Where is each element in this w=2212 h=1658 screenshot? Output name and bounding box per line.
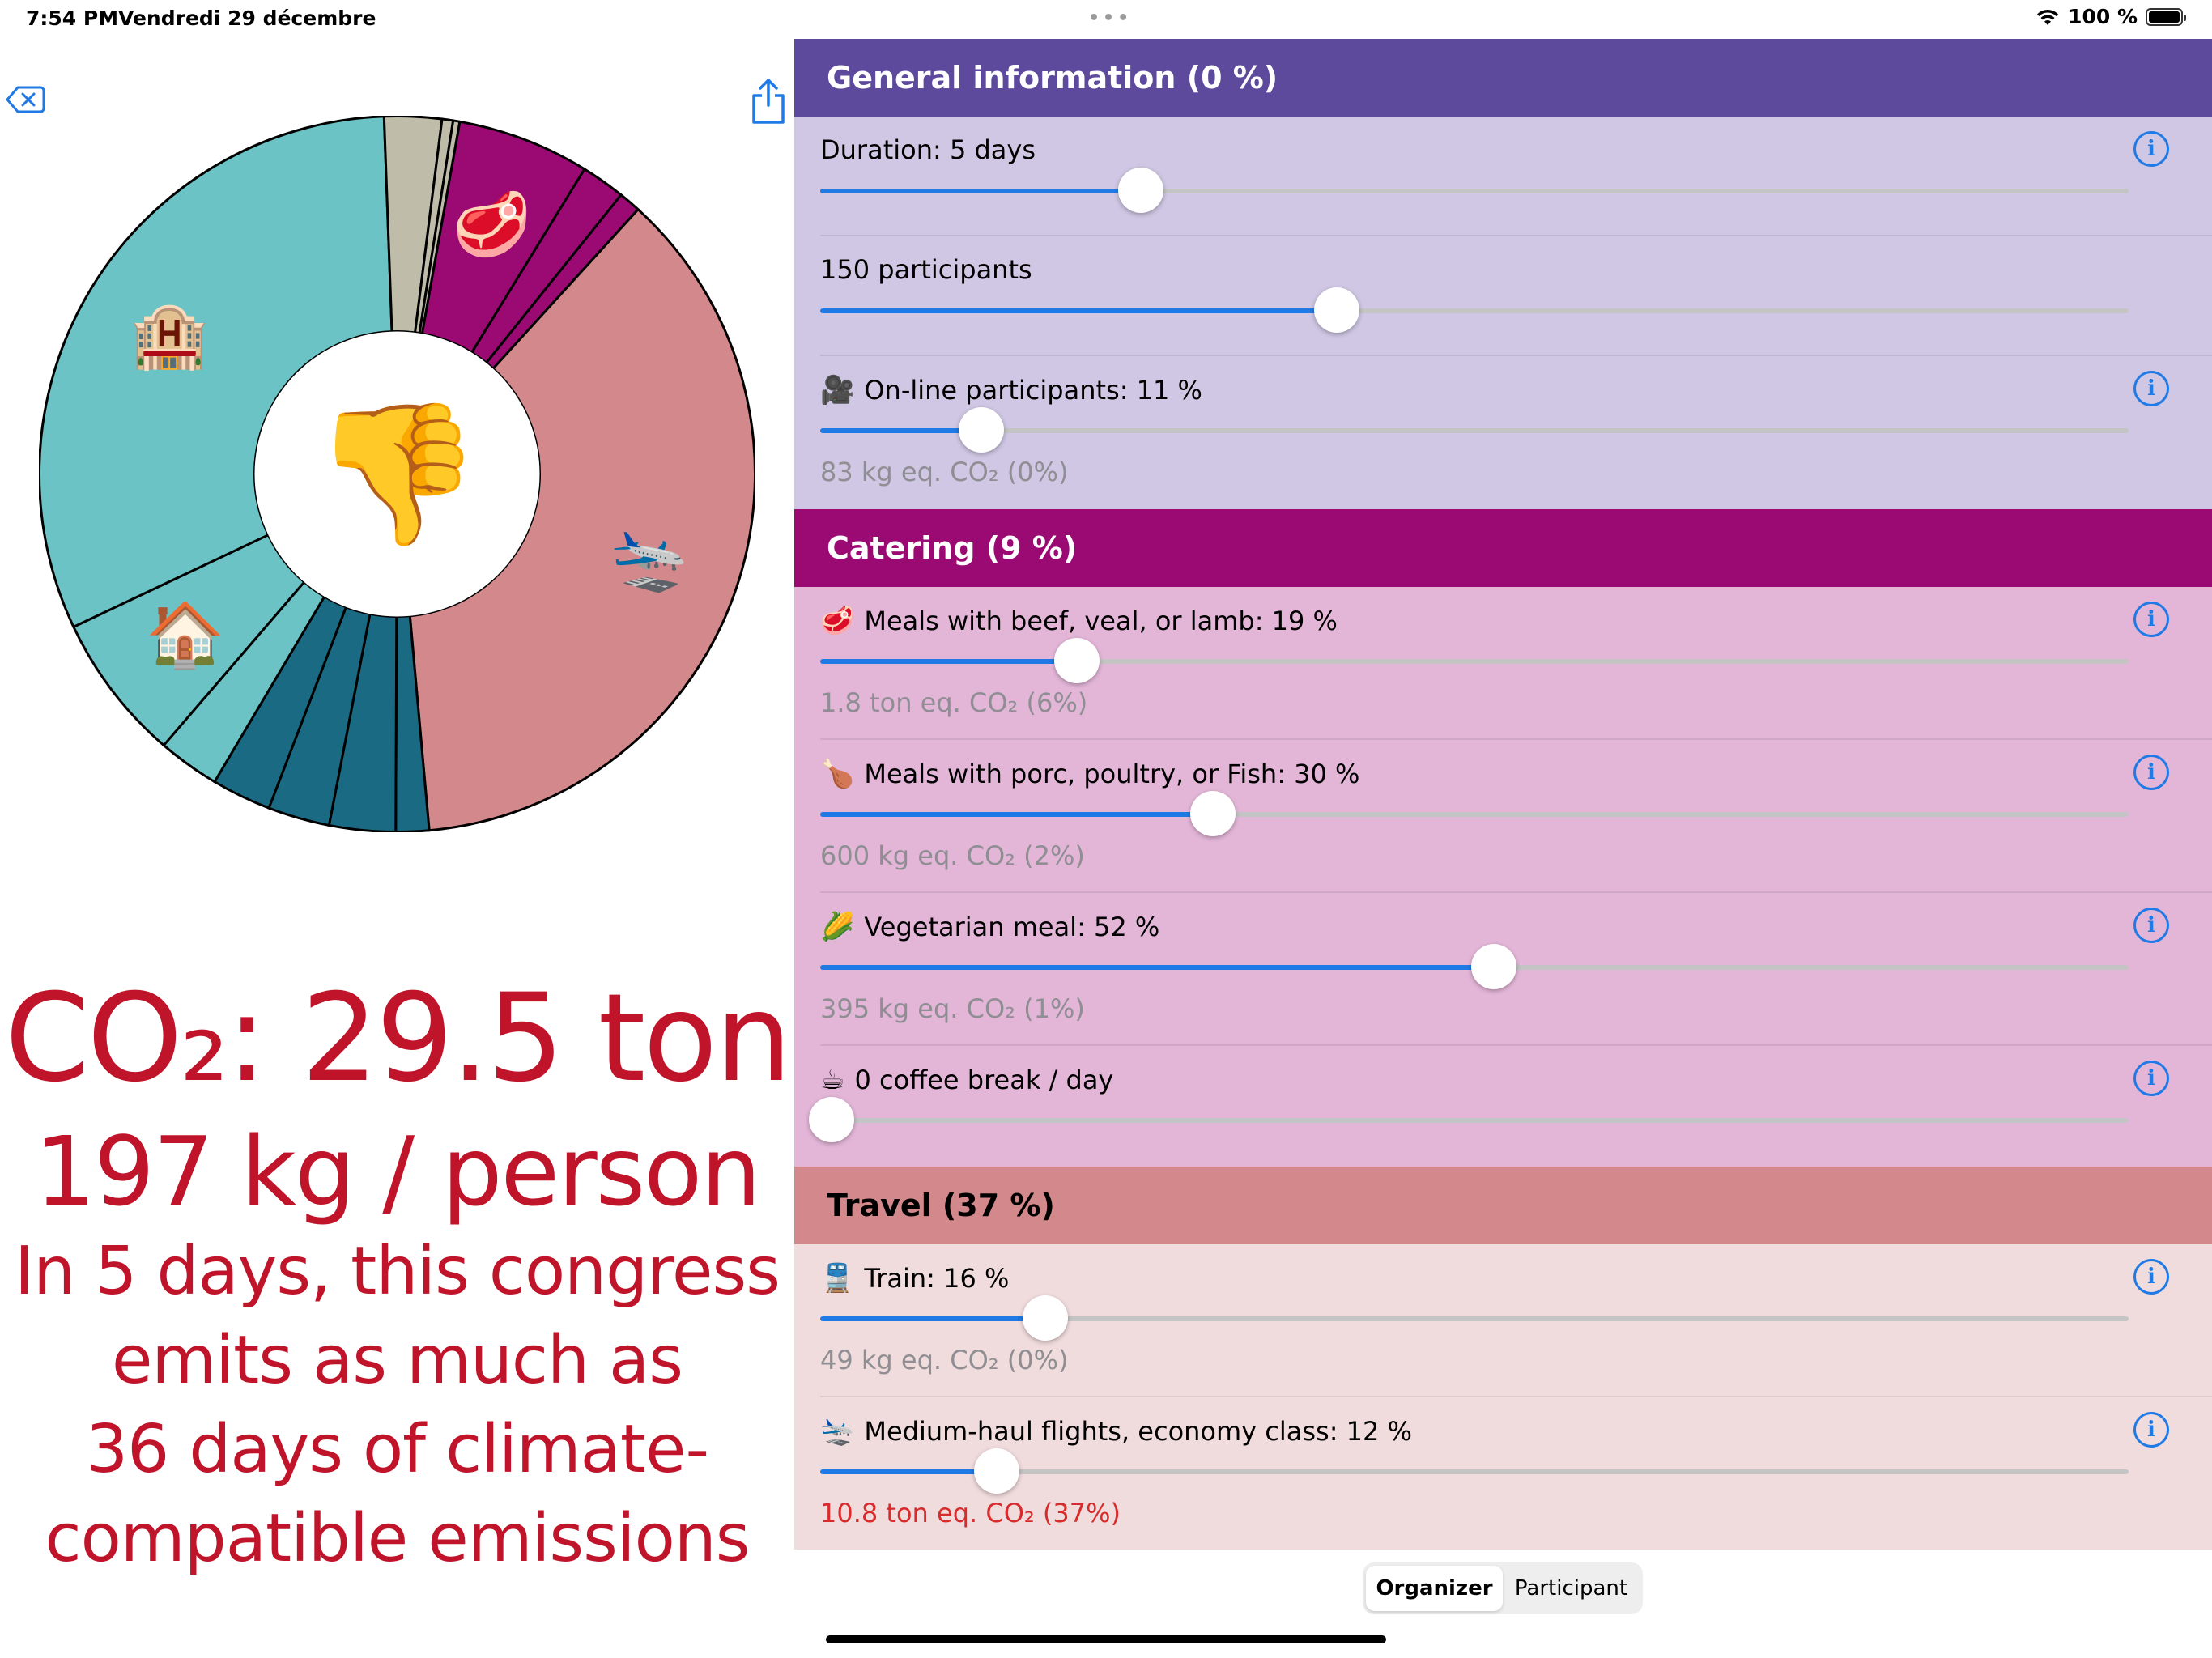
share-icon[interactable]	[750, 78, 787, 125]
beef-slider[interactable]	[820, 638, 2129, 683]
info-icon[interactable]: i	[2133, 371, 2169, 406]
section-travel: 🚆 Train: 16 % i 49 kg eq. CO₂ (0%) 🛬 Mediu…	[794, 1244, 2212, 1550]
slider-thumb[interactable]	[974, 1448, 1020, 1494]
duration-slider[interactable]	[820, 168, 2129, 213]
multitasking-dots-icon[interactable]: •••	[1088, 8, 1133, 28]
info-icon[interactable]: i	[2133, 1412, 2169, 1448]
donut-slice-emoji-3: 🛬	[610, 522, 689, 595]
porc-row: 🍗 Meals with porc, poultry, or Fish: 30 %…	[794, 740, 2212, 893]
porc-emission: 600 kg eq. CO₂ (2%)	[820, 840, 1085, 871]
participants-slider[interactable]	[820, 287, 2129, 333]
slider-thumb[interactable]	[809, 1097, 854, 1142]
thumbs-down-icon: 👎	[312, 394, 483, 555]
left-panel: 🥩 🛬 🏠 🏨 👎 CO₂: 29.5 ton 197 kg / person In 5…	[0, 39, 794, 1658]
slider-thumb[interactable]	[1022, 1295, 1068, 1341]
info-icon[interactable]: i	[2133, 602, 2169, 637]
info-icon[interactable]: i	[2133, 1259, 2169, 1295]
summary-line-1: In 5 days, this congress	[15, 1233, 781, 1310]
status-date: Vendredi 29 décembre	[118, 6, 376, 30]
battery-percent: 100 %	[2068, 5, 2138, 28]
corn-icon: 🌽	[820, 911, 855, 943]
info-icon[interactable]: i	[2133, 755, 2169, 790]
veg-slider[interactable]	[820, 944, 2129, 989]
settings-panel: General information (0 %) Duration: 5 da…	[794, 39, 2212, 1550]
train-row: 🚆 Train: 16 % i 49 kg eq. CO₂ (0%)	[794, 1244, 2212, 1397]
section-general: Duration: 5 days i 150 participants 🎥 On-…	[794, 117, 2212, 509]
online-label: 🎥 On-line participants: 11 %	[820, 374, 1202, 406]
online-row: 🎥 On-line participants: 11 % i 83 kg eq. …	[794, 356, 2212, 509]
summary-line-2: emits as much as	[111, 1322, 683, 1399]
beef-label: 🥩 Meals with beef, veal, or lamb: 19 %	[820, 605, 1338, 637]
duration-label: Duration: 5 days	[820, 134, 1036, 165]
section-catering: 🥩 Meals with beef, veal, or lamb: 19 % i …	[794, 587, 2212, 1167]
donut-center	[254, 331, 540, 617]
summary-line-3: 36 days of climate-	[85, 1411, 709, 1488]
train-emission: 49 kg eq. CO₂ (0%)	[820, 1345, 1069, 1375]
flight-label: 🛬 Medium-haul flights, economy class: 12 …	[820, 1415, 1412, 1448]
co2-per-person: 197 kg / person	[34, 1116, 761, 1227]
duration-row: Duration: 5 days i	[794, 117, 2212, 236]
donut-slice-emoji-10: 🏨	[130, 300, 209, 373]
slider-thumb[interactable]	[1189, 791, 1236, 836]
online-slider[interactable]	[820, 407, 2129, 453]
info-icon[interactable]: i	[2133, 1061, 2169, 1096]
beef-emission: 1.8 ton eq. CO₂ (6%)	[820, 687, 1088, 718]
battery-icon	[2146, 7, 2186, 26]
train-icon: 🚆	[820, 1262, 855, 1295]
tab-participant[interactable]: Participant	[1514, 1576, 1628, 1601]
clear-icon[interactable]	[5, 79, 45, 120]
status-bar: 7:54 PM Vendredi 29 décembre ••• 100 %	[0, 0, 2212, 39]
flight-emission: 10.8 ton eq. CO₂ (37%)	[820, 1498, 1121, 1528]
porc-label: 🍗 Meals with porc, poultry, or Fish: 30 %	[820, 758, 1360, 790]
airplane-icon: 🛬	[820, 1415, 855, 1448]
train-slider[interactable]	[820, 1295, 2129, 1341]
porc-slider[interactable]	[820, 791, 2129, 836]
participants-row: 150 participants	[794, 236, 2212, 356]
veg-row: 🌽 Vegetarian meal: 52 % i 395 kg eq. CO₂ …	[794, 893, 2212, 1046]
flight-row: 🛬 Medium-haul flights, economy class: 12 …	[794, 1397, 2212, 1550]
general-emission: 83 kg eq. CO₂ (0%)	[820, 457, 1069, 487]
slider-thumb[interactable]	[1314, 287, 1360, 333]
section-travel-title: Travel (37 %)	[827, 1188, 1055, 1223]
veg-label: 🌽 Vegetarian meal: 52 %	[820, 911, 1160, 943]
slider-thumb[interactable]	[1471, 944, 1517, 989]
slider-thumb[interactable]	[958, 407, 1004, 453]
wifi-icon	[2037, 9, 2059, 25]
summary-line-4: compatible emissions	[45, 1500, 751, 1577]
beef-row: 🥩 Meals with beef, veal, or lamb: 19 % i …	[794, 587, 2212, 740]
poultry-leg-icon: 🍗	[820, 758, 855, 790]
section-travel-header: Travel (37 %)	[794, 1167, 2212, 1244]
coffee-icon: ☕	[820, 1064, 845, 1096]
info-icon[interactable]: i	[2133, 131, 2169, 167]
veg-emission: 395 kg eq. CO₂ (1%)	[820, 993, 1085, 1024]
home-indicator[interactable]	[826, 1635, 1386, 1643]
status-right: 100 %	[2035, 5, 2186, 28]
donut-slice-emoji-9: 🏠	[146, 599, 224, 672]
donut-slice-emoji-0: 🥩	[453, 189, 531, 262]
coffee-row: ☕ 0 coffee break / day i	[794, 1046, 2212, 1167]
section-general-title: General information (0 %)	[827, 60, 1278, 96]
emissions-donut-chart: 🥩 🛬 🏠 🏨 👎	[39, 116, 755, 832]
status-time: 7:54 PM	[26, 6, 119, 30]
co2-total: CO₂: 29.5 ton	[4, 968, 792, 1109]
section-catering-title: Catering (9 %)	[827, 530, 1078, 566]
mode-segmented-control: Organizer Participant	[1363, 1562, 1643, 1614]
meat-icon: 🥩	[820, 605, 855, 637]
train-label: 🚆 Train: 16 %	[820, 1262, 1010, 1295]
flight-slider[interactable]	[820, 1448, 2129, 1494]
tab-organizer[interactable]: Organizer	[1366, 1566, 1503, 1611]
video-camera-icon: 🎥	[820, 374, 855, 406]
coffee-label: ☕ 0 coffee break / day	[820, 1064, 1114, 1096]
participants-label: 150 participants	[820, 254, 1032, 285]
slider-thumb[interactable]	[1117, 168, 1163, 213]
coffee-slider[interactable]	[809, 1097, 2129, 1142]
slider-thumb[interactable]	[1053, 638, 1100, 683]
section-general-header: General information (0 %)	[794, 39, 2212, 117]
info-icon[interactable]: i	[2133, 908, 2169, 943]
section-catering-header: Catering (9 %)	[794, 509, 2212, 587]
